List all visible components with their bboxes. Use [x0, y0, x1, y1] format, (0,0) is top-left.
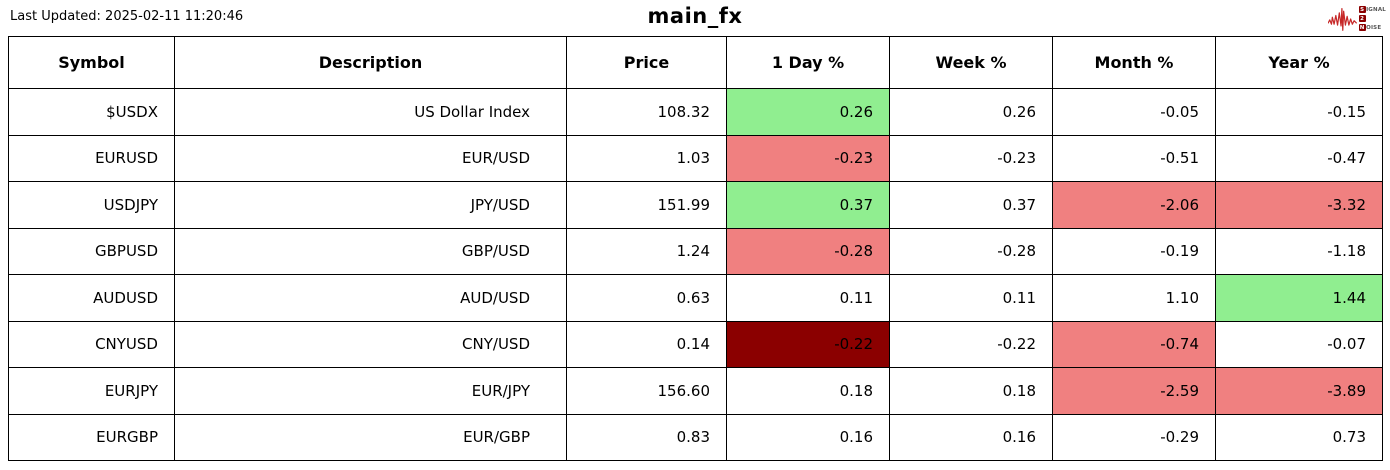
column-header-week: Week %: [889, 36, 1053, 89]
column-header-day: 1 Day %: [726, 36, 890, 89]
logo-line-noise: N OISE: [1358, 24, 1386, 32]
cell-price: 1.03: [566, 134, 727, 182]
column-header-year: Year %: [1215, 36, 1383, 89]
cell-symbol: AUDUSD: [8, 274, 175, 322]
cell-year: -0.47: [1215, 134, 1383, 182]
table-row: EURUSD EUR/USD 1.03 -0.23 -0.23 -0.51 -0.47: [8, 134, 1383, 182]
cell-year: -1.18: [1215, 227, 1383, 275]
cell-month: -0.05: [1052, 88, 1216, 136]
cell-month: -0.29: [1052, 413, 1216, 461]
cell-day: -0.28: [726, 227, 890, 275]
table-row: EURJPY EUR/JPY 156.60 0.18 0.18 -2.59 -3.89: [8, 367, 1383, 415]
cell-day: -0.23: [726, 134, 890, 182]
cell-month: 1.10: [1052, 274, 1216, 322]
logo-badge-2: 2: [1358, 15, 1366, 22]
cell-week: 0.11: [889, 274, 1053, 322]
logo-line-2: 2: [1358, 15, 1386, 23]
cell-symbol: CNYUSD: [8, 320, 175, 368]
cell-day: 0.18: [726, 367, 890, 415]
cell-month: -2.06: [1052, 181, 1216, 229]
fx-table: Symbol Description Price 1 Day % Week % Month…: [8, 36, 1383, 461]
column-header-description: Description: [174, 36, 567, 89]
cell-week: 0.26: [889, 88, 1053, 136]
page-title: main_fx: [647, 4, 743, 28]
fx-table-body: $USDX US Dollar Index 108.32 0.26 0.26 -0.05-…: [8, 88, 1383, 461]
logo-badge-n: N: [1358, 24, 1366, 31]
cell-price: 0.83: [566, 413, 727, 461]
logo-rest-oise: OISE: [1366, 24, 1382, 31]
cell-description: CNY/USD: [174, 320, 567, 368]
cell-description: JPY/USD: [174, 181, 567, 229]
cell-year: 1.44: [1215, 274, 1383, 322]
cell-week: 0.16: [889, 413, 1053, 461]
table-row: AUDUSD AUD/USD 0.63 0.11 0.11 1.10 1.44: [8, 274, 1383, 322]
top-bar: Last Updated: 2025-02-11 11:20:46 main_f…: [0, 0, 1390, 36]
cell-description: US Dollar Index: [174, 88, 567, 136]
cell-symbol: EURUSD: [8, 134, 175, 182]
last-updated-label: Last Updated: 2025-02-11 11:20:46: [10, 9, 244, 24]
column-header-price: Price: [566, 36, 727, 89]
cell-year: 0.73: [1215, 413, 1383, 461]
column-header-symbol: Symbol: [8, 36, 175, 89]
cell-price: 151.99: [566, 181, 727, 229]
cell-price: 0.63: [566, 274, 727, 322]
cell-year: -0.07: [1215, 320, 1383, 368]
table-row: CNYUSD CNY/USD 0.14 -0.22 -0.22 -0.74 -0.07: [8, 320, 1383, 368]
cell-month: -0.19: [1052, 227, 1216, 275]
cell-symbol: $USDX: [8, 88, 175, 136]
logo-badge-s: S: [1358, 6, 1366, 13]
cell-year: -3.89: [1215, 367, 1383, 415]
cell-day: 0.37: [726, 181, 890, 229]
logo-line-signal: S IGNAL: [1358, 6, 1386, 14]
cell-day: -0.22: [726, 320, 890, 368]
cell-day: 0.26: [726, 88, 890, 136]
cell-week: 0.18: [889, 367, 1053, 415]
cell-symbol: USDJPY: [8, 181, 175, 229]
cell-month: -0.74: [1052, 320, 1216, 368]
cell-day: 0.16: [726, 413, 890, 461]
cell-description: EUR/JPY: [174, 367, 567, 415]
cell-symbol: GBPUSD: [8, 227, 175, 275]
cell-price: 108.32: [566, 88, 727, 136]
cell-price: 156.60: [566, 367, 727, 415]
cell-description: EUR/GBP: [174, 413, 567, 461]
signal2noise-logo: S IGNAL 2 N OISE: [1328, 2, 1386, 35]
cell-month: -2.59: [1052, 367, 1216, 415]
table-row: $USDX US Dollar Index 108.32 0.26 0.26 -0.05-…: [8, 88, 1383, 136]
cell-price: 0.14: [566, 320, 727, 368]
cell-description: EUR/USD: [174, 134, 567, 182]
cell-description: GBP/USD: [174, 227, 567, 275]
logo-text: S IGNAL 2 N OISE: [1358, 6, 1386, 32]
cell-symbol: EURJPY: [8, 367, 175, 415]
cell-week: -0.23: [889, 134, 1053, 182]
cell-year: -0.15: [1215, 88, 1383, 136]
table-row: USDJPY JPY/USD 151.99 0.37 0.37 -2.06 -3.32: [8, 181, 1383, 229]
column-header-month: Month %: [1052, 36, 1216, 89]
cell-week: 0.37: [889, 181, 1053, 229]
cell-price: 1.24: [566, 227, 727, 275]
cell-month: -0.51: [1052, 134, 1216, 182]
waveform-icon: [1328, 7, 1358, 31]
table-header-row: Symbol Description Price 1 Day % Week % Month…: [8, 36, 1383, 89]
cell-week: -0.22: [889, 320, 1053, 368]
cell-week: -0.28: [889, 227, 1053, 275]
cell-day: 0.11: [726, 274, 890, 322]
table-row: GBPUSD GBP/USD 1.24 -0.28 -0.28 -0.19 -1.18: [8, 227, 1383, 275]
cell-year: -3.32: [1215, 181, 1383, 229]
table-row: EURGBP EUR/GBP 0.83 0.16 0.16 -0.29 0.73: [8, 413, 1383, 461]
logo-rest-ignal: IGNAL: [1366, 6, 1386, 13]
cell-description: AUD/USD: [174, 274, 567, 322]
cell-symbol: EURGBP: [8, 413, 175, 461]
